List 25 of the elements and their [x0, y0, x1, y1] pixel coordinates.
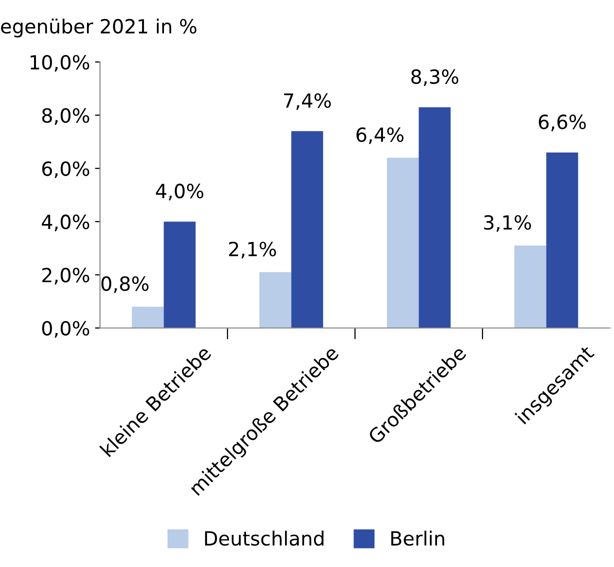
data-label: 6,4%	[356, 127, 404, 144]
chart-title: egenüber 2021 in %	[1, 18, 196, 38]
data-label: 6,6%	[538, 114, 586, 132]
data-label: 2,1%	[229, 242, 276, 258]
bar	[259, 272, 292, 328]
y-tick-label: 0,0%	[42, 320, 90, 338]
y-tick-label: 10,0%	[30, 54, 90, 72]
data-label: 8,3%	[411, 69, 458, 86]
legend-label: Deutschland	[205, 530, 324, 546]
legend-label: Berlin	[391, 530, 444, 546]
data-label: 0,8%	[101, 276, 148, 293]
bar	[546, 152, 578, 328]
bar	[132, 306, 164, 328]
bar	[291, 131, 324, 328]
y-tick-label: 2,0%	[42, 268, 90, 284]
bar	[386, 158, 419, 328]
data-label: 7,4%	[284, 93, 331, 110]
y-tick-label: 4,0%	[42, 214, 90, 232]
y-tick-label: 8,0%	[42, 108, 90, 125]
data-label: 4,0%	[156, 184, 204, 200]
data-label: 3,1%	[484, 215, 531, 232]
bar	[418, 107, 451, 328]
bar	[164, 222, 196, 328]
y-tick-label: 6,0%	[42, 161, 90, 178]
bar	[514, 246, 546, 328]
